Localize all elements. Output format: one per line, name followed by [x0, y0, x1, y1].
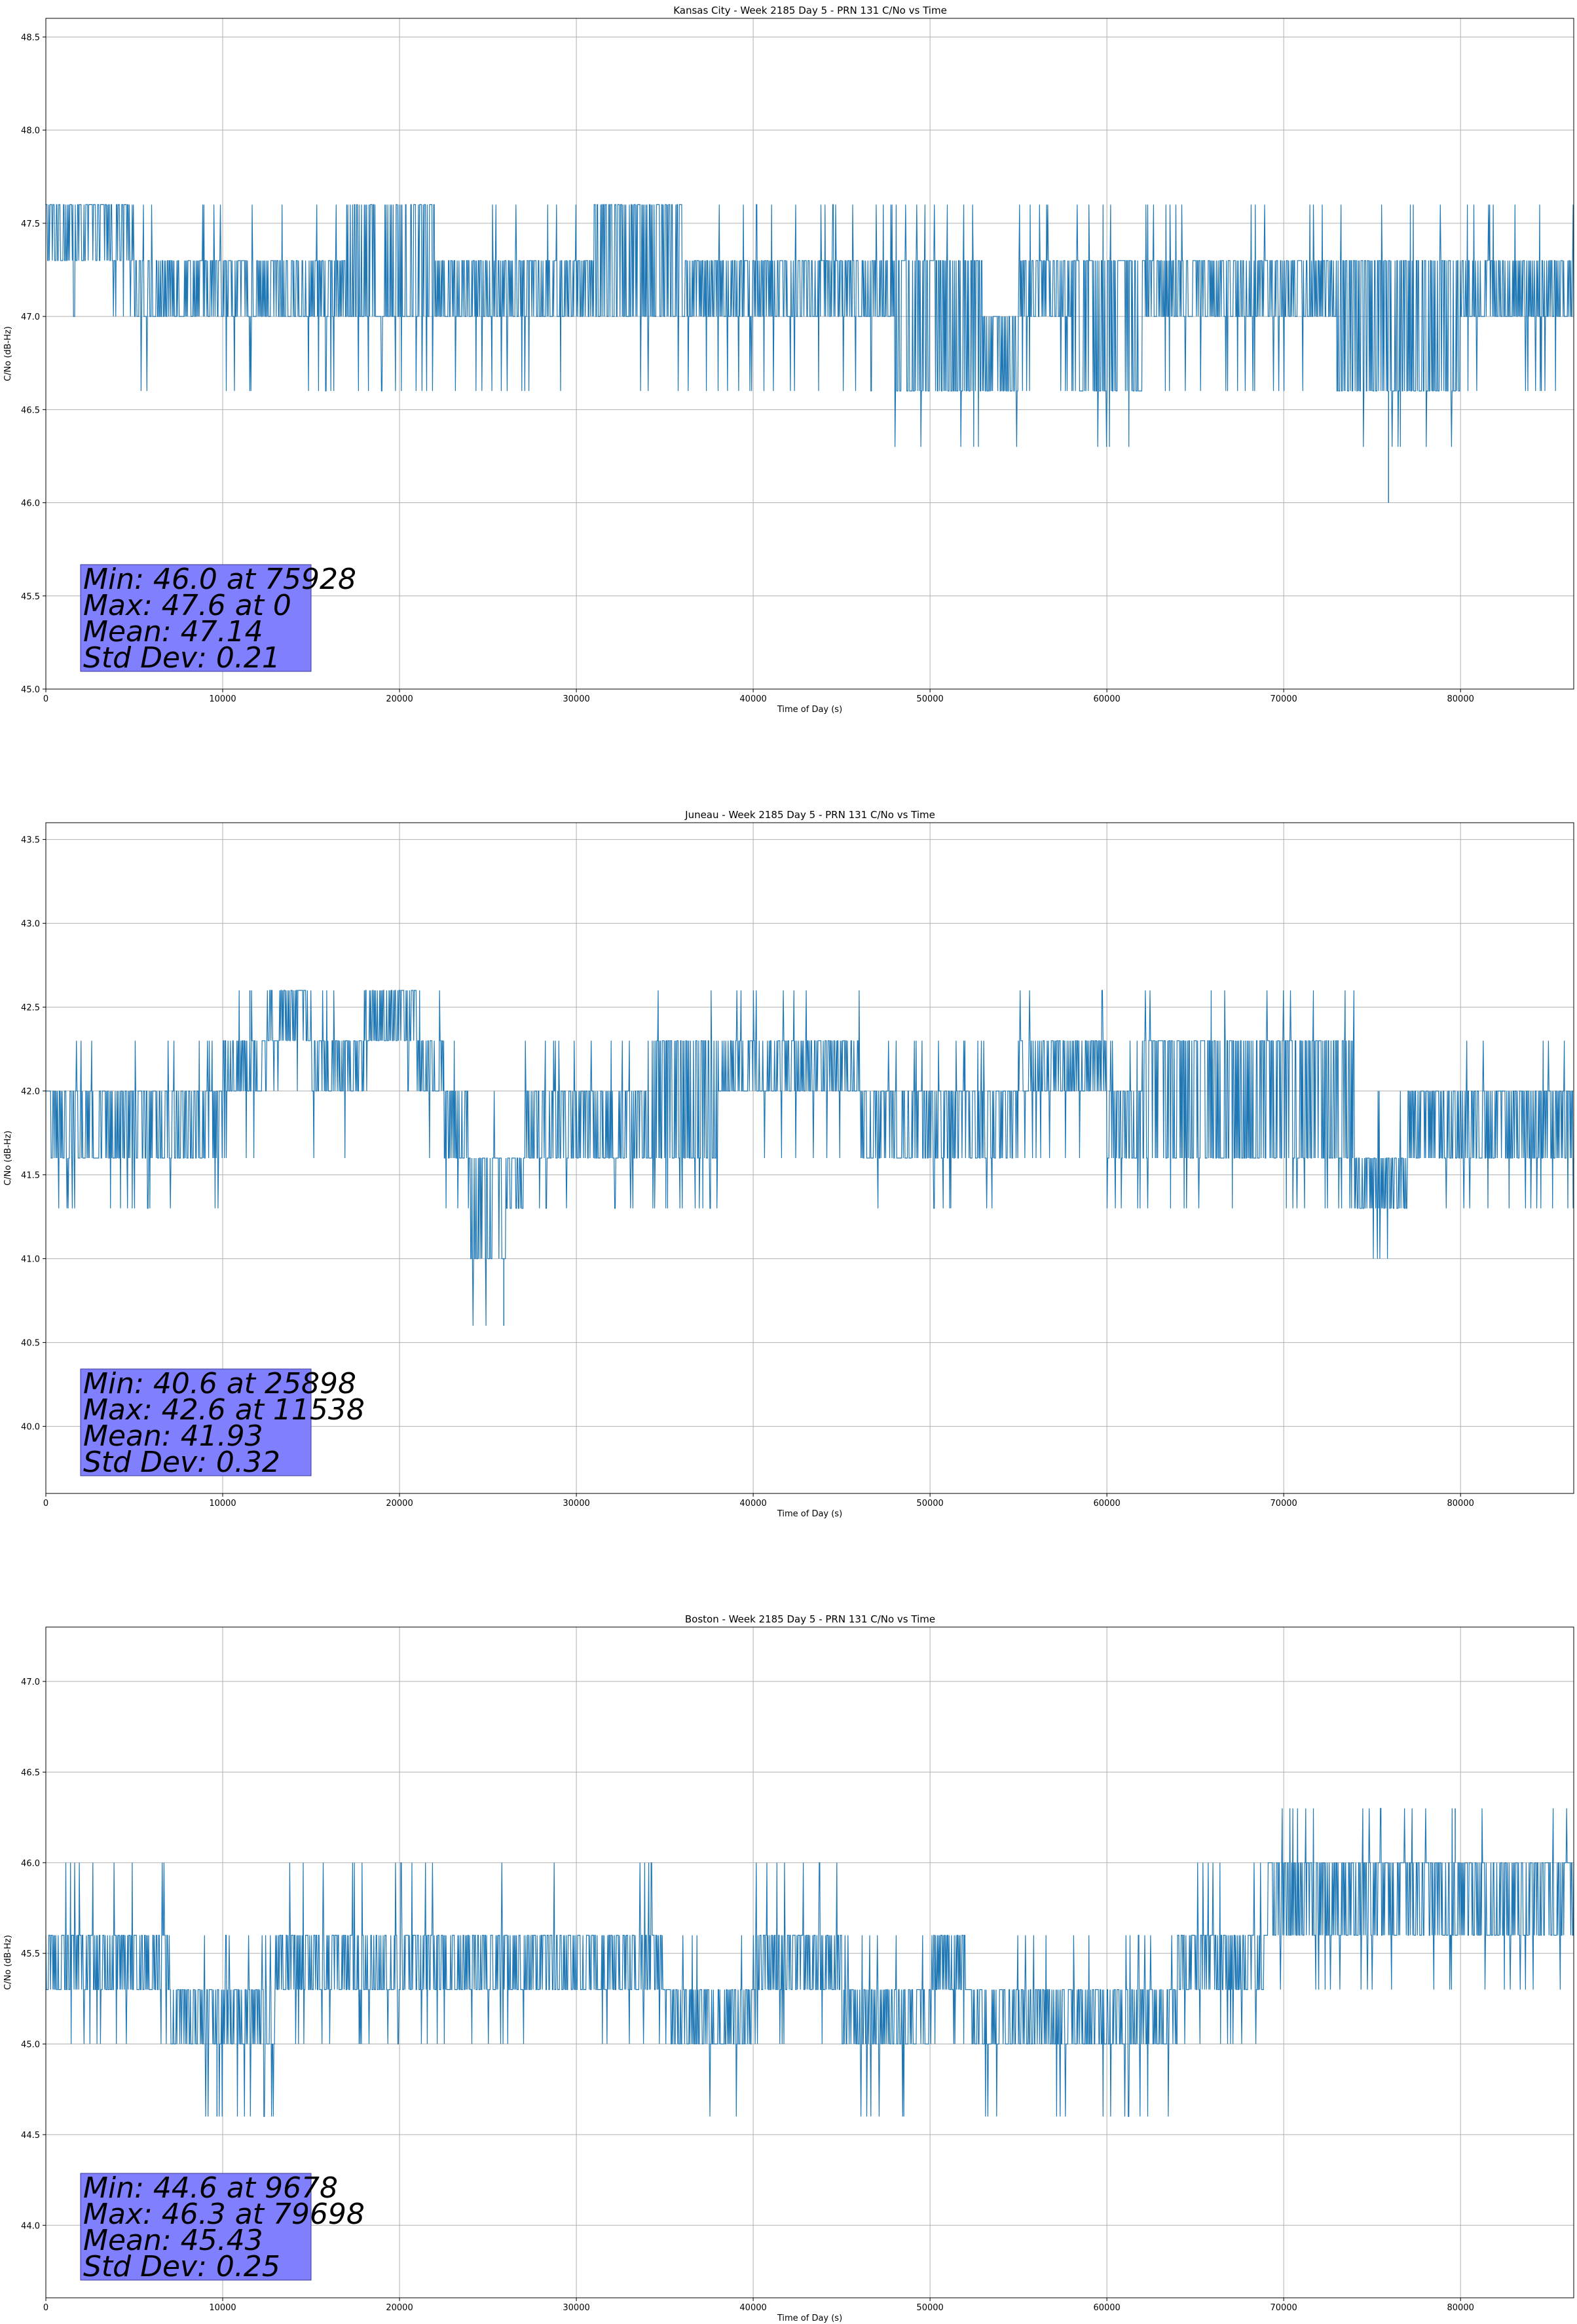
x-tick-label: 20000 [386, 1499, 413, 1509]
stats-box: Min: 44.6 at 9678 Max: 46.3 at 79698 Mea… [80, 2171, 365, 2283]
axis-ticks: 0 10000 20000 30000 40000 50000 60000 70000 8000… [21, 33, 1474, 704]
stats-min-line: Min: 40.6 at 25898 [83, 1367, 356, 1400]
x-tick-label: 20000 [386, 694, 413, 704]
x-tick-label: 20000 [386, 2303, 413, 2313]
y-tick-label: 45.5 [21, 1949, 40, 1959]
stats-mean-line: Mean: 47.14 [83, 615, 263, 648]
stats-box-background [80, 564, 312, 672]
y-axis-label: C/No (dB-Hz) [3, 1935, 13, 1990]
cno-trace [46, 990, 1574, 1326]
axes-frame [45, 822, 1574, 1494]
y-tick-label: 48.5 [21, 33, 40, 43]
stats-std-line: Std Dev: 0.32 [83, 1446, 280, 1479]
x-tick-label: 60000 [1093, 694, 1120, 704]
x-tick-label: 0 [43, 694, 48, 704]
x-tick-label: 40000 [739, 694, 766, 704]
y-tick-label: 40.5 [21, 1339, 40, 1349]
chart-title: Kansas City - Week 2185 Day 5 - PRN 131 … [673, 5, 947, 16]
x-tick-label: 10000 [209, 694, 236, 704]
x-axis-label: Time of Day (s) [777, 2314, 842, 2323]
y-tick-label: 46.5 [21, 1768, 40, 1778]
axes-frame [45, 1626, 1574, 2298]
x-tick-label: 30000 [563, 694, 589, 704]
x-tick-label: 0 [43, 1499, 48, 1509]
stats-box: Min: 40.6 at 25898 Max: 42.6 at 11538 Me… [80, 1367, 365, 1479]
stats-box: Min: 46.0 at 75928 Max: 47.6 at 0 Mean: … [80, 563, 356, 675]
x-tick-label: 50000 [916, 2303, 943, 2313]
y-tick-label: 40.0 [21, 1423, 40, 1433]
y-tick-label: 42.0 [21, 1087, 40, 1097]
stats-mean-line: Mean: 45.43 [83, 2224, 263, 2257]
y-tick-label: 43.0 [21, 920, 40, 929]
y-tick-label: 46.0 [21, 1859, 40, 1869]
x-tick-label: 30000 [563, 2303, 589, 2313]
subplot-juneau: Juneau - Week 2185 Day 5 - PRN 131 C/No … [3, 809, 1574, 1519]
y-tick-label: 47.0 [21, 1677, 40, 1687]
stats-min-line: Min: 44.6 at 9678 [83, 2171, 338, 2205]
cno-trace [46, 204, 1574, 447]
x-tick-label: 70000 [1270, 1499, 1297, 1509]
y-tick-label: 44.0 [21, 2221, 40, 2231]
stats-max-line: Max: 42.6 at 11538 [83, 1393, 365, 1427]
stats-std-line: Std Dev: 0.25 [83, 2250, 280, 2283]
x-tick-label: 0 [43, 2303, 48, 2313]
x-tick-label: 60000 [1093, 2303, 1120, 2313]
y-tick-label: 46.5 [21, 405, 40, 415]
stats-box-background [80, 2173, 312, 2281]
cno-series-line [46, 204, 1574, 503]
x-axis-label: Time of Day (s) [777, 705, 842, 715]
axis-ticks: 0 10000 20000 30000 40000 50000 60000 70000 8000… [21, 836, 1474, 1509]
y-tick-label: 47.0 [21, 312, 40, 322]
x-tick-label: 70000 [1270, 694, 1297, 704]
stats-min-line: Min: 46.0 at 75928 [83, 563, 356, 596]
y-tick-label: 46.0 [21, 499, 40, 509]
x-tick-label: 10000 [209, 2303, 236, 2313]
y-tick-label: 47.5 [21, 219, 40, 229]
stats-max-line: Max: 47.6 at 0 [83, 589, 291, 622]
subplot-kansas-city: Kansas City - Week 2185 Day 5 - PRN 131 … [3, 5, 1574, 715]
x-tick-label: 80000 [1447, 2303, 1474, 2313]
cno-series-line [46, 990, 1574, 1326]
x-tick-label: 50000 [916, 694, 943, 704]
stats-max-line: Max: 46.3 at 79698 [83, 2198, 365, 2231]
subplot-boston: Boston - Week 2185 Day 5 - PRN 131 C/No … [3, 1613, 1574, 2323]
x-tick-label: 40000 [739, 1499, 766, 1509]
stats-box-background [80, 1368, 312, 1476]
y-tick-label: 44.5 [21, 2131, 40, 2141]
x-tick-label: 80000 [1447, 694, 1474, 704]
x-tick-label: 30000 [563, 1499, 589, 1509]
axis-ticks: 0 10000 20000 30000 40000 50000 60000 70000 8000… [21, 1677, 1474, 2313]
chart-title: Juneau - Week 2185 Day 5 - PRN 131 C/No … [684, 809, 935, 821]
y-tick-label: 41.0 [21, 1255, 40, 1265]
y-tick-label: 45.0 [21, 685, 40, 695]
axes-frame [45, 18, 1574, 690]
x-tick-label: 70000 [1270, 2303, 1297, 2313]
x-tick-label: 80000 [1447, 1499, 1474, 1509]
y-axis-label: C/No (dB-Hz) [3, 1131, 13, 1186]
stats-mean-line: Mean: 41.93 [83, 1419, 263, 1453]
cno-trace [45, 1808, 1574, 2117]
x-axis-label: Time of Day (s) [777, 1509, 842, 1519]
y-tick-label: 41.5 [21, 1171, 40, 1181]
y-axis-label: C/No (dB-Hz) [3, 326, 13, 381]
y-tick-label: 45.5 [21, 592, 40, 602]
stats-std-line: Std Dev: 0.21 [83, 641, 280, 675]
x-tick-label: 50000 [916, 1499, 943, 1509]
y-tick-label: 43.5 [21, 836, 40, 846]
cno-series-line [45, 1808, 1574, 2117]
y-tick-label: 45.0 [21, 2040, 40, 2050]
y-tick-label: 48.0 [21, 126, 40, 136]
y-tick-label: 42.5 [21, 1003, 40, 1013]
x-tick-label: 60000 [1093, 1499, 1120, 1509]
x-tick-label: 10000 [209, 1499, 236, 1509]
x-tick-label: 40000 [739, 2303, 766, 2313]
chart-title: Boston - Week 2185 Day 5 - PRN 131 C/No … [685, 1613, 935, 1625]
